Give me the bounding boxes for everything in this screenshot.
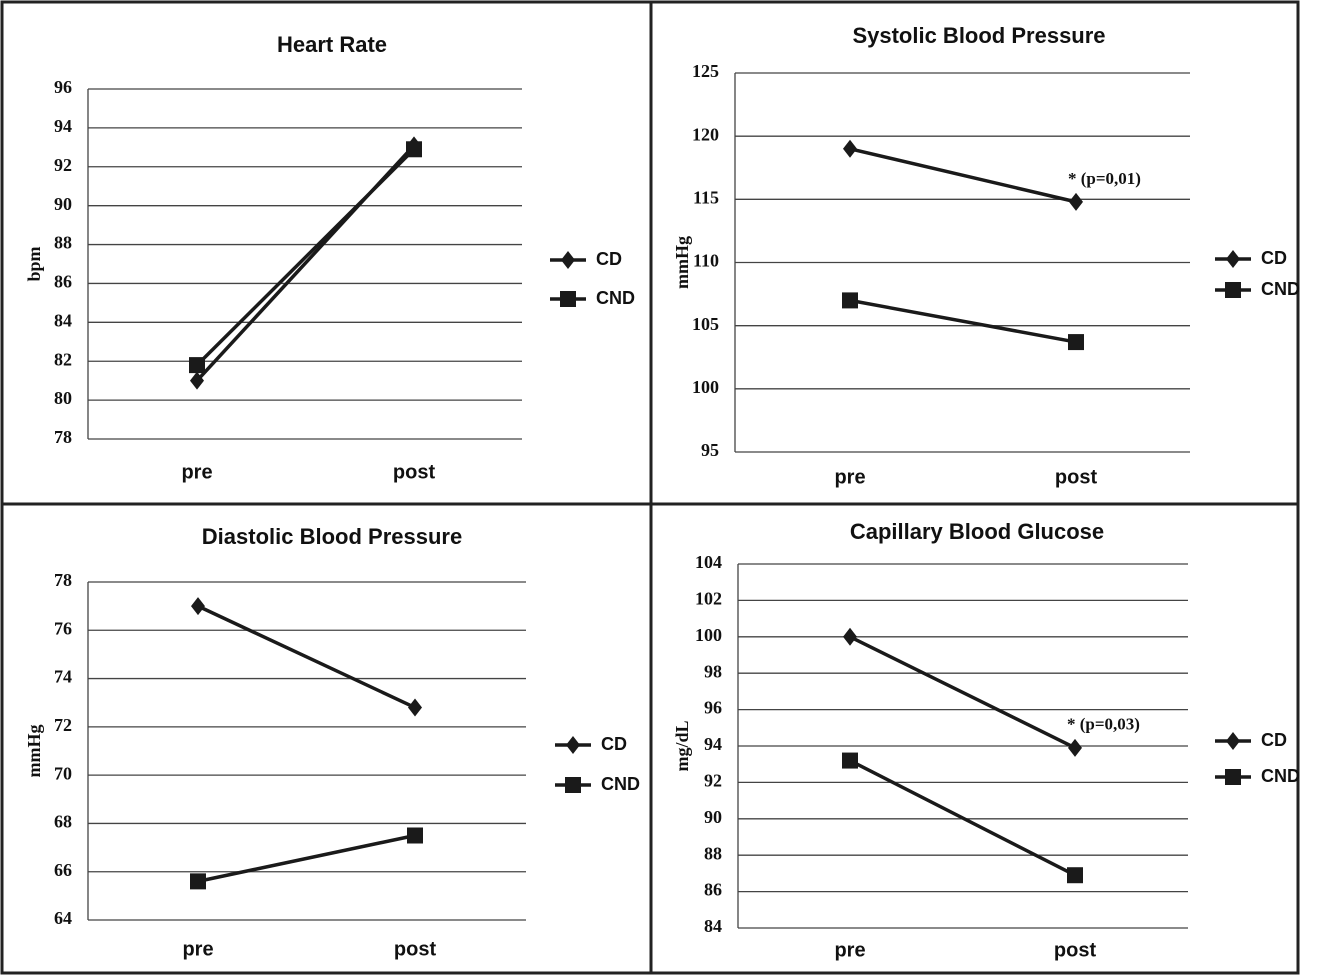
legend-label: CND [596, 288, 635, 308]
y-tick-label: 84 [704, 916, 722, 936]
data-point [408, 698, 422, 717]
legend-label: CD [601, 734, 627, 754]
y-tick-label: 102 [695, 589, 722, 609]
annotation: * (p=0,01) [1068, 169, 1141, 188]
y-tick-label: 82 [54, 349, 72, 369]
chart-title: Capillary Blood Glucose [850, 519, 1104, 544]
y-tick-label: 72 [54, 715, 72, 735]
y-tick-label: 80 [54, 388, 72, 408]
y-axis-label: mmHg [672, 236, 692, 289]
y-tick-label: 94 [704, 734, 722, 754]
legend-marker [565, 777, 581, 793]
x-tick-label: pre [182, 938, 213, 960]
data-point [843, 139, 857, 158]
y-tick-label: 120 [692, 124, 719, 144]
legend-marker [561, 251, 575, 269]
data-line [195, 148, 416, 367]
y-tick-label: 78 [54, 427, 72, 447]
y-tick-label: 96 [54, 77, 72, 97]
y-tick-label: 125 [692, 61, 719, 81]
legend-marker [1225, 769, 1241, 785]
data-point [189, 357, 205, 374]
y-tick-label: 76 [54, 618, 72, 638]
data-point [190, 371, 204, 390]
data-point [842, 752, 858, 769]
y-tick-label: 105 [692, 314, 719, 334]
data-line [849, 298, 1077, 344]
chart-title: Heart Rate [277, 32, 387, 57]
y-tick-label: 100 [692, 377, 719, 397]
y-tick-label: 84 [54, 310, 72, 330]
y-tick-label: 98 [704, 661, 722, 681]
y-tick-label: 95 [701, 440, 719, 460]
data-point [190, 873, 206, 890]
x-tick-label: post [394, 938, 437, 960]
data-point [191, 597, 205, 616]
x-tick-label: post [1054, 939, 1097, 961]
x-tick-label: post [1055, 466, 1098, 488]
data-point [1067, 867, 1083, 884]
data-point [407, 827, 423, 844]
legend-marker [1225, 282, 1241, 298]
data-line [849, 147, 1077, 204]
y-tick-label: 96 [704, 698, 722, 718]
chart-title: Diastolic Blood Pressure [202, 524, 462, 549]
chart-title: Systolic Blood Pressure [852, 23, 1105, 48]
y-tick-label: 115 [693, 187, 719, 207]
y-tick-label: 66 [54, 860, 72, 880]
data-point [1068, 738, 1082, 757]
x-tick-label: pre [834, 939, 865, 961]
data-point [842, 292, 858, 309]
y-axis-label: mg/dL [672, 720, 692, 771]
legend-marker [1226, 250, 1240, 268]
legend-label: CD [1261, 730, 1287, 750]
legend-marker [1226, 732, 1240, 750]
data-line [849, 635, 1076, 750]
y-tick-label: 64 [54, 908, 72, 928]
y-tick-label: 86 [54, 272, 72, 292]
legend-marker [560, 291, 576, 307]
y-tick-label: 110 [693, 251, 719, 271]
legend-label: CND [601, 774, 640, 794]
data-point [406, 141, 422, 158]
data-point [843, 627, 857, 646]
x-tick-label: pre [834, 466, 865, 488]
data-line [197, 604, 416, 710]
legend-marker [566, 736, 580, 754]
y-tick-label: 90 [704, 807, 722, 827]
x-tick-label: pre [181, 461, 212, 483]
legend-label: CD [596, 249, 622, 269]
data-point [1068, 334, 1084, 351]
legend-label: CND [1261, 279, 1300, 299]
y-tick-label: 70 [54, 763, 72, 783]
y-axis-label: bpm [24, 246, 44, 281]
y-tick-label: 104 [695, 552, 722, 572]
data-line [849, 759, 1076, 877]
y-tick-label: 100 [695, 625, 722, 645]
legend-label: CD [1261, 248, 1287, 268]
data-point [1069, 192, 1083, 211]
y-tick-label: 94 [54, 116, 72, 136]
y-tick-label: 90 [54, 194, 72, 214]
y-tick-label: 78 [54, 570, 72, 590]
legend-label: CND [1261, 766, 1300, 786]
y-tick-label: 92 [704, 771, 722, 791]
y-tick-label: 88 [704, 843, 722, 863]
annotation: * (p=0,03) [1067, 715, 1140, 734]
y-tick-label: 88 [54, 233, 72, 253]
y-tick-label: 68 [54, 812, 72, 832]
y-tick-label: 92 [54, 155, 72, 175]
y-tick-label: 74 [54, 667, 72, 687]
data-line [197, 833, 416, 884]
y-tick-label: 86 [704, 880, 722, 900]
x-tick-label: post [393, 461, 436, 483]
y-axis-label: mmHg [24, 725, 44, 778]
